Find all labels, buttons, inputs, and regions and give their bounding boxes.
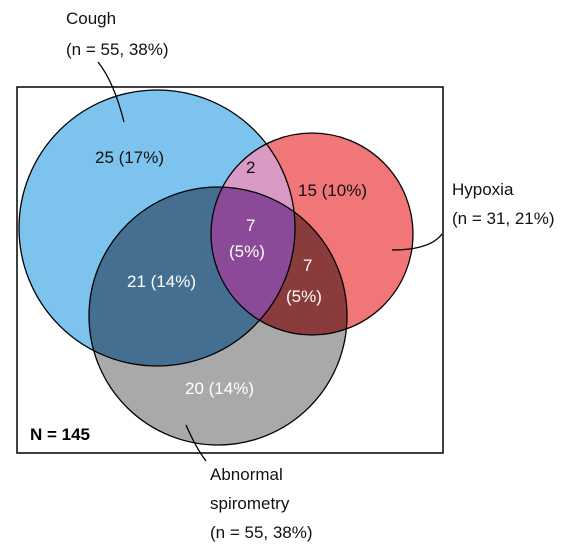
population-total: N = 145 xyxy=(30,425,90,444)
cough-leader-line xyxy=(97,61,125,123)
spirometry-label-line2: spirometry xyxy=(210,494,290,513)
spirometry-leader-line xyxy=(185,424,207,462)
spirometry-stat: (n = 55, 38%) xyxy=(210,523,313,542)
cough-stat: (n = 55, 38%) xyxy=(66,40,169,59)
cough-outline xyxy=(18,89,296,367)
region-hypoxia-spirometry-pct: (5%) xyxy=(286,287,322,306)
region-hypoxia-spirometry-count: 7 xyxy=(303,256,312,275)
region-all-three-pct: (5%) xyxy=(229,242,265,261)
region-cough-hypoxia: 2 xyxy=(246,158,255,177)
spirometry-label-line1: Abnormal xyxy=(210,465,283,484)
region-hypoxia-only: 15 (10%) xyxy=(298,181,367,200)
hypoxia-label: Hypoxia xyxy=(452,180,514,199)
region-spirometry-only: 20 (14%) xyxy=(185,379,254,398)
cough-label: Cough xyxy=(66,9,116,28)
hypoxia-stat: (n = 31, 21%) xyxy=(452,209,555,228)
region-all-three-count: 7 xyxy=(246,216,255,235)
spirometry-outline xyxy=(88,186,348,446)
region-cough-only: 25 (17%) xyxy=(95,148,164,167)
hypoxia-leader-line xyxy=(391,233,443,251)
region-cough-spirometry: 21 (14%) xyxy=(127,272,196,291)
hypoxia-outline xyxy=(210,132,414,336)
population-box xyxy=(16,86,444,454)
